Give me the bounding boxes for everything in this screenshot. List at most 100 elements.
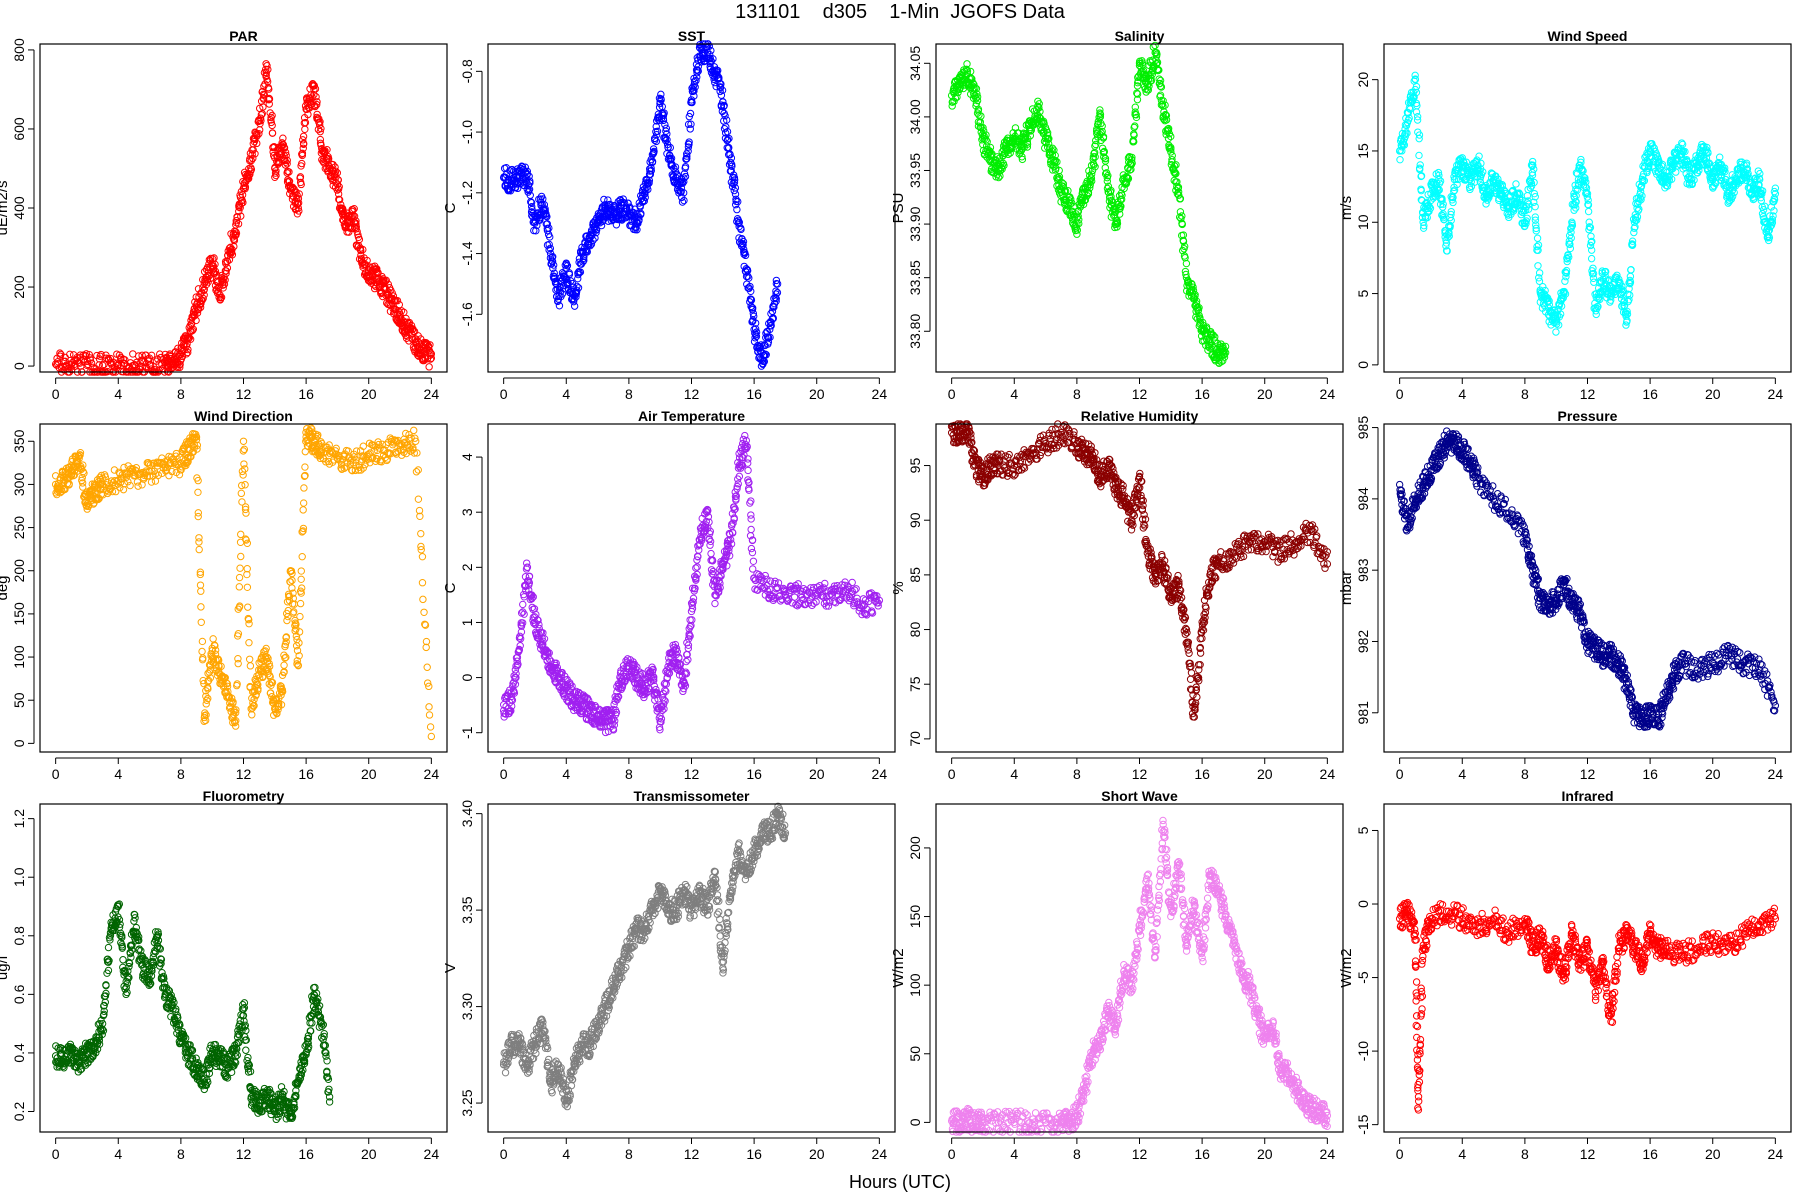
wind-direction-x-tick-label: 12: [236, 766, 252, 782]
par-point: [85, 350, 94, 359]
par-point: [97, 350, 105, 359]
sst-point: [570, 302, 579, 310]
par-point: [285, 168, 293, 176]
sst-point: [519, 165, 527, 174]
air-temperature-title: Air Temperature: [638, 408, 745, 424]
par-point: [267, 118, 275, 127]
par-point: [144, 357, 153, 365]
par-point: [285, 177, 294, 185]
wind-speed-y-tick-label: 10: [1355, 214, 1371, 230]
par-point: [352, 217, 360, 225]
wind-direction-point: [412, 468, 421, 476]
par-point: [211, 260, 219, 269]
wind-direction-x-tick-label: 4: [114, 766, 122, 782]
sst-point: [686, 109, 695, 118]
par-point: [283, 156, 291, 165]
par-point: [283, 160, 291, 168]
wind-direction-y-tick-label: 50: [11, 692, 27, 708]
par-point: [425, 363, 433, 371]
par-points: [51, 60, 436, 376]
wind-speed-point: [1512, 180, 1520, 188]
par-point: [350, 205, 358, 213]
salinity-y-tick-label: 34.05: [907, 46, 923, 81]
par-point: [351, 224, 359, 232]
wind-direction-x-tick-label: 0: [52, 766, 60, 782]
par-point: [193, 309, 202, 317]
sst-point: [549, 261, 558, 269]
sst-point: [647, 166, 655, 175]
wind-direction-point: [196, 581, 205, 589]
sst-y-tick-label: -1.2: [459, 181, 475, 205]
par-point: [55, 364, 64, 372]
wind-direction-point: [239, 437, 248, 445]
sst-point: [687, 120, 695, 128]
par-point: [196, 303, 205, 312]
par-x-tick-label: 16: [298, 386, 314, 402]
par-point: [280, 143, 288, 151]
wind-speed-y-tick-label: 0: [1355, 361, 1371, 369]
sst-point: [680, 177, 688, 186]
sst-point: [663, 136, 671, 144]
wind-direction-point: [237, 552, 245, 561]
par-x-tick-label: 12: [236, 386, 252, 402]
sst-point: [680, 196, 688, 205]
salinity-x-tick-label: 12: [1132, 386, 1148, 402]
par-point: [265, 95, 274, 103]
par-point: [363, 256, 371, 265]
sst-point: [526, 177, 534, 185]
wind-direction-point: [414, 466, 422, 474]
par-point: [264, 65, 272, 74]
wind-direction-point: [197, 587, 205, 595]
sst-point: [636, 201, 644, 210]
salinity-x-tick-label: 24: [1320, 386, 1336, 402]
wind-speed-title: Wind Speed: [1548, 28, 1628, 44]
salinity-y-tick-label: 34.00: [907, 99, 923, 134]
par-point: [147, 351, 156, 360]
wind-direction-y-label: deg: [0, 575, 11, 600]
par-point: [209, 262, 218, 270]
par-point: [352, 220, 360, 228]
par-point: [253, 132, 261, 140]
par-point: [110, 367, 118, 375]
par-point: [338, 204, 347, 212]
par-point: [239, 198, 247, 207]
sst-point: [683, 152, 691, 160]
par-point: [393, 296, 402, 305]
par-point: [206, 274, 215, 283]
sst-point: [684, 147, 692, 155]
sst-point: [652, 122, 660, 131]
sst-point: [660, 109, 668, 117]
sst-point: [545, 246, 553, 254]
par-point: [245, 172, 253, 180]
par-x-tick-label: 0: [52, 386, 60, 402]
par-point: [301, 118, 310, 127]
wind-direction-y-tick-label: 350: [11, 429, 27, 453]
par-point: [257, 111, 266, 119]
par-point: [182, 350, 191, 358]
par-point: [220, 280, 229, 288]
wind-direction-point: [197, 618, 205, 627]
salinity-point: [1131, 103, 1139, 111]
wind-speed-x-tick-label: 4: [1458, 386, 1466, 402]
wind-direction-point: [195, 538, 203, 546]
wind-direction-y-tick-label: 250: [11, 516, 27, 540]
wind-speed-point: [1533, 234, 1542, 242]
wind-direction-point: [245, 638, 253, 647]
par-point: [244, 174, 253, 183]
par-point: [311, 102, 319, 111]
par-point: [395, 300, 404, 309]
wind-direction-point: [418, 579, 427, 587]
wind-direction-point: [194, 488, 202, 497]
par-point: [347, 223, 355, 232]
wind-direction-point: [198, 637, 207, 646]
sst-y-tick-label: -1.6: [459, 302, 475, 326]
wind-speed-point: [1552, 328, 1560, 336]
salinity-y-label: PSU: [890, 193, 907, 224]
par-point: [282, 158, 290, 166]
sst-point: [678, 198, 687, 206]
sst-point: [648, 157, 657, 166]
wind-speed-point: [1587, 254, 1596, 263]
